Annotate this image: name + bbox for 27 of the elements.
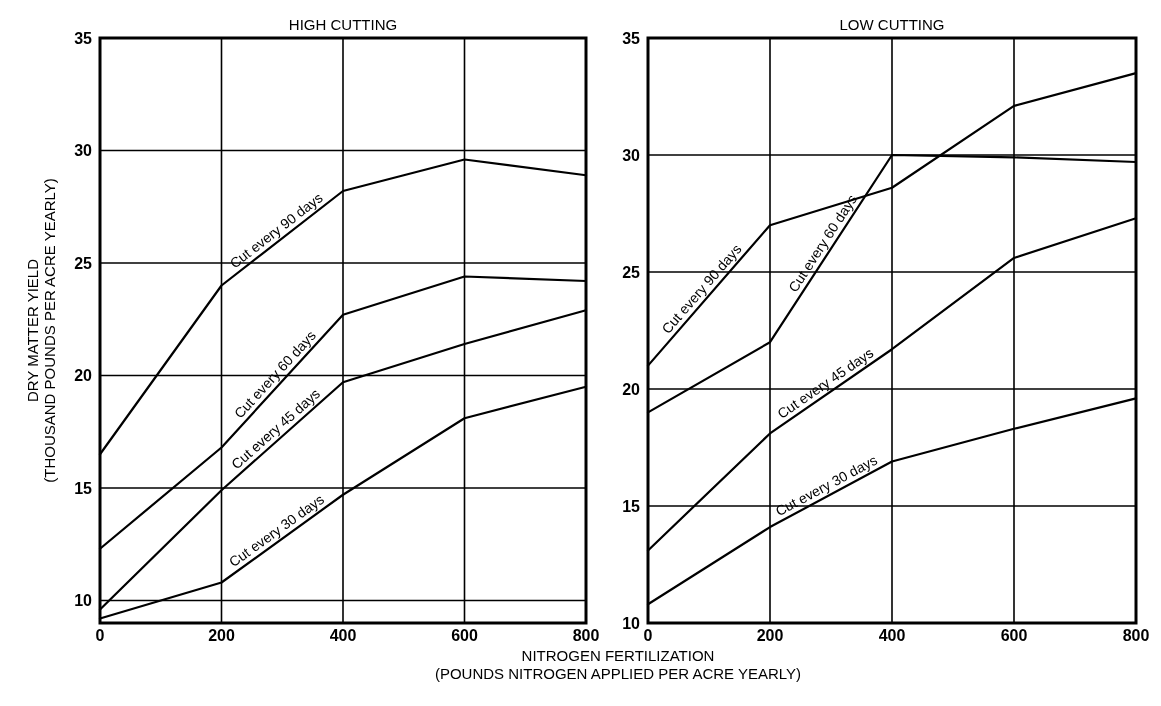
x-tick-label: 400 <box>329 627 357 644</box>
y-tick-label: 25 <box>622 263 641 281</box>
x-tick-label: 800 <box>1122 627 1150 644</box>
x-tick-label: 200 <box>756 627 784 644</box>
x-tick-label: 600 <box>1000 627 1028 644</box>
y-tick-label: 30 <box>622 146 641 164</box>
x-tick-label: 200 <box>208 627 235 644</box>
x-tick-label: 0 <box>95 627 105 644</box>
x-tick-label: 0 <box>643 627 653 644</box>
chart-title: LOW CUTTING <box>839 16 945 33</box>
text: Cut every 30 days <box>772 451 880 520</box>
x-tick-label: 800 <box>572 627 600 644</box>
x-axis-title: NITROGEN FERTILIZATION (POUNDS NITROGEN APPLIED PER ACRE YEARLY) <box>434 647 802 682</box>
y-tick-label: 15 <box>74 479 93 497</box>
y-tick-label: 35 <box>622 29 641 47</box>
y-tick-label: 10 <box>622 614 641 632</box>
y-tick-label: 15 <box>622 497 641 515</box>
x-tick-label: 600 <box>451 627 478 644</box>
y-tick-label: 35 <box>74 29 93 47</box>
y-tick-label: 20 <box>74 367 93 385</box>
y-tick-label: 25 <box>74 254 93 272</box>
x-tick-label: 400 <box>878 627 906 644</box>
y-axis-title: DRY MATTER YIELD (THOUSAND POUNDS PER ACRE YEARLY) <box>24 178 58 483</box>
y-tick-label: 20 <box>622 380 641 398</box>
chart-title: HIGH CUTTING <box>288 16 398 33</box>
y-tick-label: 10 <box>74 592 93 610</box>
y-tick-label: 30 <box>74 142 93 160</box>
